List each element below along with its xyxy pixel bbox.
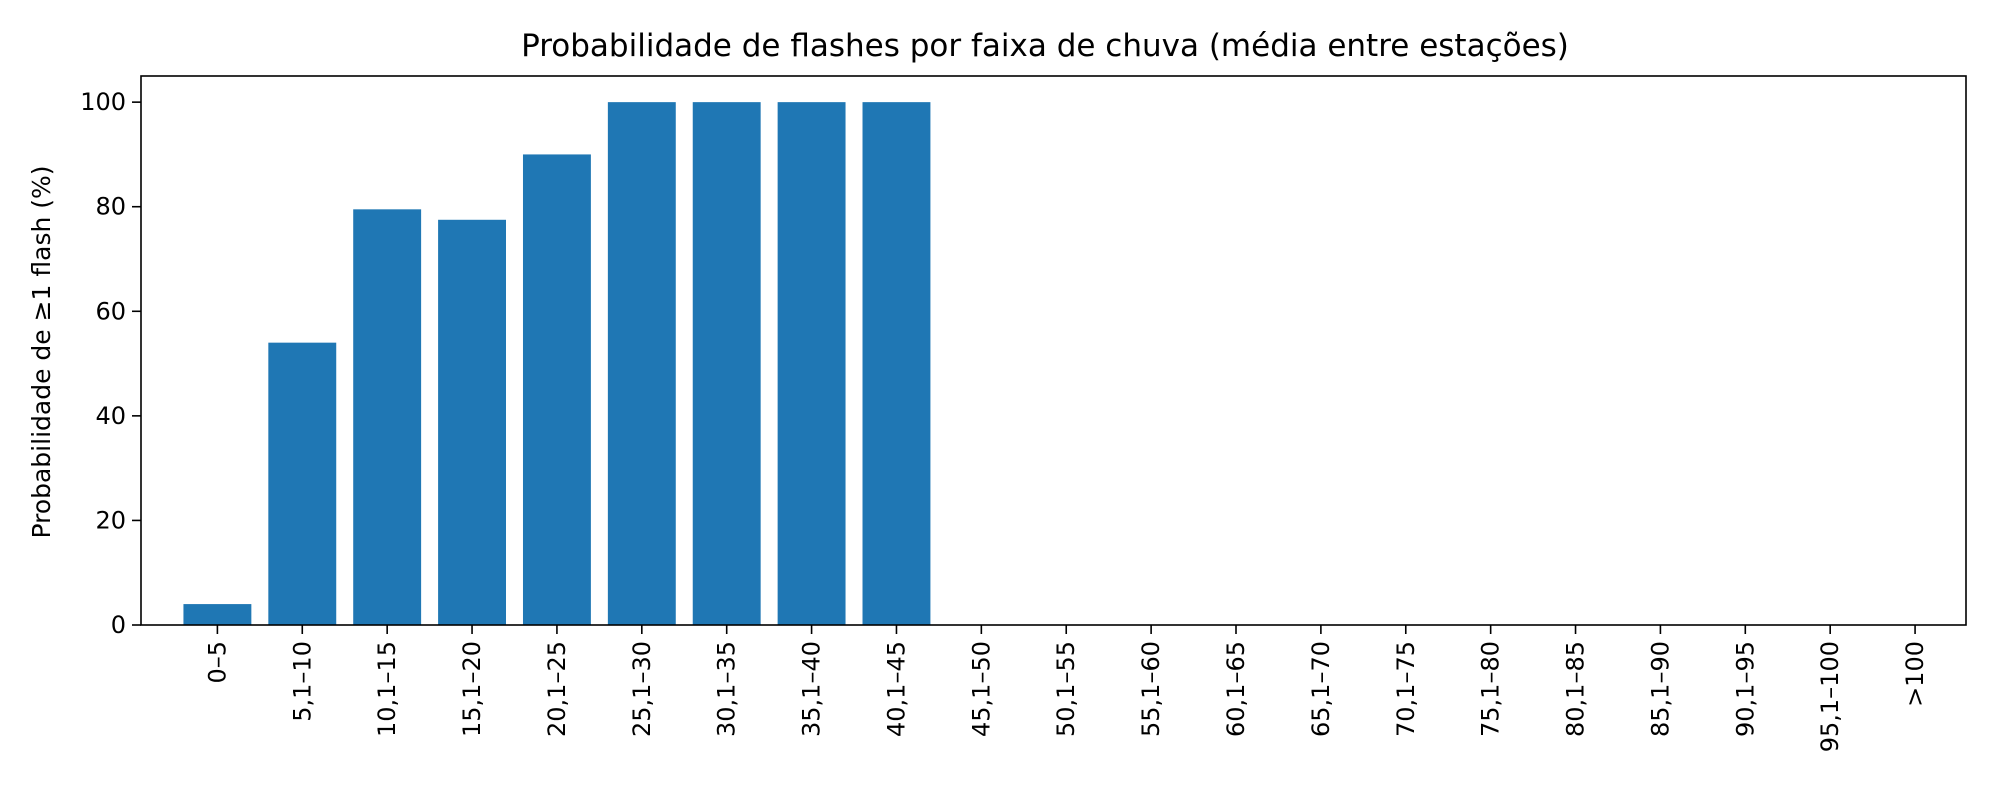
- bar-4: [522, 154, 591, 625]
- x-tick-label: 45,1–50: [967, 641, 995, 737]
- x-tick-label: >100: [1901, 641, 1929, 707]
- plot-frame: [140, 75, 1967, 626]
- y-tick-label: 40: [95, 402, 126, 430]
- x-axis: 0–5 5,1–10 10,1–15 15,1–20 20,1–25 25,1–30 30,…: [203, 625, 1929, 752]
- x-tick-label: 50,1–55: [1052, 641, 1080, 737]
- x-tick-label: 0–5: [203, 641, 231, 684]
- x-tick-label: 40,1–45: [882, 641, 910, 737]
- x-tick-label: 30,1–35: [713, 641, 741, 737]
- x-tick-label: 25,1–30: [628, 641, 656, 737]
- bar-6: [692, 102, 761, 625]
- x-tick-label: 80,1–85: [1562, 641, 1590, 737]
- y-axis: 0 20 40 60 80 100: [80, 88, 141, 639]
- y-axis-label: Probabilidade de ≥1 flash (%): [27, 165, 56, 538]
- bar-5: [607, 102, 676, 625]
- x-tick-label: 20,1–25: [543, 641, 571, 737]
- x-tick-label: 85,1–90: [1646, 641, 1674, 737]
- x-tick-label: 70,1–75: [1392, 641, 1420, 737]
- y-tick-label: 0: [111, 611, 126, 639]
- chart-title: Probabilidade de flashes por faixa de ch…: [521, 28, 1569, 64]
- x-tick-label: 75,1–80: [1477, 641, 1505, 737]
- x-tick-label: 90,1–95: [1731, 641, 1759, 737]
- x-tick-label: 55,1–60: [1137, 641, 1165, 737]
- x-tick-label: 10,1–15: [373, 641, 401, 737]
- bar-8: [862, 102, 931, 625]
- x-tick-label: 95,1–100: [1816, 641, 1844, 752]
- bar-7: [777, 102, 846, 625]
- y-tick-label: 80: [95, 193, 126, 221]
- y-tick-label: 60: [95, 297, 126, 325]
- x-tick-label: 15,1–20: [458, 641, 486, 737]
- x-tick-label: 60,1–65: [1222, 641, 1250, 737]
- bar-3: [438, 219, 506, 626]
- x-tick-label: 35,1–40: [798, 641, 826, 737]
- bar-1: [268, 342, 337, 625]
- bar-2: [353, 209, 422, 626]
- bar-0: [183, 604, 252, 625]
- x-tick-label: 5,1–10: [288, 641, 316, 722]
- x-tick-label: 65,1–70: [1307, 641, 1335, 737]
- bars-group: [183, 102, 931, 626]
- y-tick-label: 100: [80, 88, 126, 116]
- y-tick-label: 20: [95, 506, 126, 534]
